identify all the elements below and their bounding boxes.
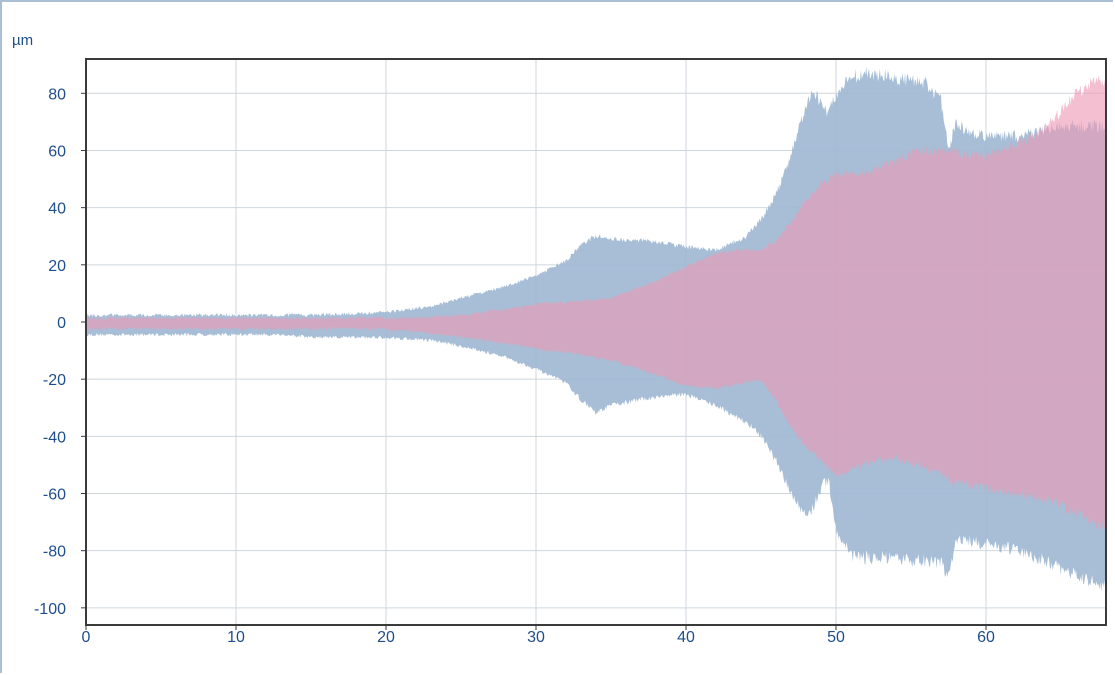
y-unit-label: µm: [12, 32, 33, 49]
x-tick-label: 40: [677, 629, 695, 646]
series-envelope-2: [86, 74, 1106, 531]
axes: 0 10 20 30 40 50 60 80 60 40 20 0 -20 -40 -60 -80 -100: [34, 58, 1107, 646]
y-tick-label: -60: [43, 487, 66, 504]
x-tick-label: 60: [977, 629, 995, 646]
y-tick-label: 60: [48, 143, 66, 160]
x-tick-label: 30: [527, 629, 545, 646]
x-tick-label: 50: [827, 629, 845, 646]
y-tick-label: 20: [48, 258, 66, 275]
y-tick-label: 80: [48, 86, 66, 103]
y-tick-label: 0: [57, 315, 66, 332]
x-tick-label: 0: [82, 629, 91, 646]
x-tick-label: 10: [227, 629, 245, 646]
x-tick-label: 20: [377, 629, 395, 646]
series-layer: [86, 66, 1106, 592]
y-tick-label: -40: [43, 429, 66, 446]
y-tick-label: -80: [43, 544, 66, 561]
y-tick-label: -100: [34, 601, 66, 618]
y-tick-label: 40: [48, 201, 66, 218]
y-tick-label: -20: [43, 372, 66, 389]
plot-border: [85, 58, 1107, 626]
